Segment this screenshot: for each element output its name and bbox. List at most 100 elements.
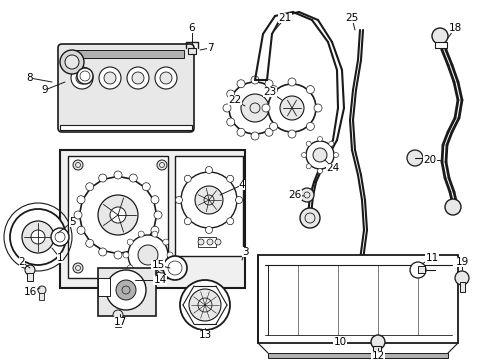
Bar [417, 266, 424, 273]
Circle shape [235, 197, 242, 203]
Circle shape [73, 263, 83, 273]
Circle shape [181, 172, 237, 228]
Circle shape [306, 86, 314, 94]
Text: 1: 1 [57, 253, 63, 263]
Text: 21: 21 [278, 13, 291, 23]
Circle shape [114, 251, 122, 259]
Text: 20: 20 [423, 155, 436, 165]
Circle shape [99, 248, 106, 256]
Bar [198, 237, 216, 247]
Circle shape [184, 175, 191, 182]
Circle shape [305, 141, 333, 169]
Bar [115, 318, 121, 327]
Circle shape [22, 221, 54, 253]
Text: 16: 16 [23, 287, 37, 297]
Text: 6: 6 [188, 23, 195, 33]
Circle shape [409, 262, 425, 278]
Bar [459, 282, 464, 292]
Text: 24: 24 [325, 163, 339, 173]
Text: 10: 10 [333, 337, 346, 347]
Circle shape [60, 50, 84, 74]
Circle shape [129, 248, 137, 256]
Circle shape [299, 188, 313, 202]
Circle shape [154, 211, 162, 219]
Circle shape [312, 148, 326, 162]
Circle shape [167, 252, 173, 258]
Circle shape [138, 273, 144, 279]
Text: 22: 22 [228, 95, 241, 105]
Circle shape [151, 226, 159, 234]
Circle shape [65, 55, 79, 69]
Circle shape [454, 271, 468, 285]
Circle shape [226, 175, 233, 182]
Circle shape [279, 104, 286, 112]
Circle shape [305, 164, 310, 169]
Circle shape [104, 72, 116, 84]
Bar [60, 125, 192, 130]
Circle shape [206, 239, 213, 245]
Text: 25: 25 [345, 13, 358, 23]
Circle shape [431, 28, 447, 44]
Bar [98, 268, 156, 316]
Circle shape [287, 130, 295, 138]
Bar [187, 48, 196, 54]
Circle shape [195, 186, 223, 214]
Circle shape [85, 183, 94, 191]
Circle shape [228, 82, 281, 134]
Circle shape [198, 239, 203, 245]
Circle shape [116, 280, 136, 300]
Circle shape [223, 104, 230, 112]
Circle shape [77, 196, 85, 204]
Circle shape [151, 196, 159, 204]
Circle shape [127, 239, 133, 245]
Circle shape [264, 128, 272, 136]
Circle shape [406, 150, 422, 166]
Circle shape [269, 122, 277, 130]
Circle shape [226, 218, 233, 225]
Circle shape [226, 90, 234, 98]
Circle shape [98, 195, 138, 235]
Circle shape [444, 199, 460, 215]
Bar [68, 50, 183, 58]
Circle shape [205, 166, 212, 174]
Circle shape [31, 230, 45, 244]
Circle shape [269, 86, 277, 94]
Circle shape [226, 118, 234, 126]
Circle shape [205, 226, 212, 234]
Circle shape [38, 286, 46, 294]
Text: 26: 26 [288, 190, 301, 200]
Circle shape [10, 209, 66, 265]
Circle shape [113, 310, 123, 320]
Circle shape [275, 118, 283, 126]
Circle shape [157, 160, 167, 170]
Text: 12: 12 [370, 351, 384, 360]
Circle shape [275, 90, 283, 98]
Circle shape [85, 239, 94, 247]
Circle shape [163, 265, 168, 271]
Circle shape [73, 160, 83, 170]
Circle shape [299, 208, 319, 228]
Circle shape [142, 183, 150, 191]
Circle shape [237, 128, 244, 136]
Circle shape [370, 335, 384, 349]
Circle shape [155, 67, 177, 89]
Bar [258, 255, 457, 343]
Text: 3: 3 [241, 247, 248, 257]
Circle shape [280, 96, 304, 120]
Circle shape [215, 239, 221, 245]
Circle shape [305, 141, 310, 146]
Circle shape [306, 122, 314, 130]
Circle shape [106, 270, 146, 310]
Text: 5: 5 [68, 217, 75, 227]
Circle shape [237, 80, 244, 88]
Circle shape [127, 67, 149, 89]
Text: 17: 17 [113, 317, 126, 327]
Circle shape [138, 231, 144, 237]
Text: 13: 13 [198, 330, 211, 340]
Text: 11: 11 [425, 253, 438, 263]
Circle shape [138, 245, 158, 265]
Bar [175, 156, 243, 256]
Circle shape [77, 226, 85, 234]
Circle shape [301, 153, 306, 158]
Text: 18: 18 [447, 23, 461, 33]
